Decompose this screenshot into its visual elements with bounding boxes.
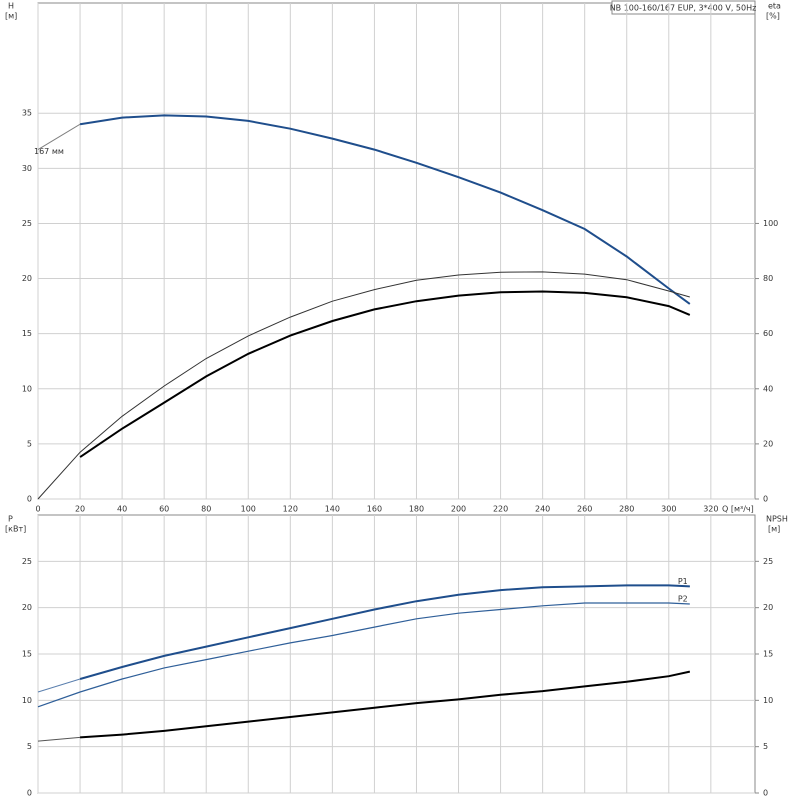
x-tick-label: 100 bbox=[241, 505, 256, 514]
y-axis-unit: [кВт] bbox=[5, 525, 26, 534]
y-tick-label: 0 bbox=[27, 789, 32, 798]
x-tick-label: 320 bbox=[703, 505, 718, 514]
y-tick-label: 30 bbox=[22, 164, 32, 173]
curve-label: P2 bbox=[678, 594, 688, 603]
curve-label: P1 bbox=[678, 577, 688, 586]
y-tick-label: 15 bbox=[22, 329, 32, 338]
y2-tick-label: 0 bbox=[763, 789, 768, 798]
y-tick-label: 5 bbox=[27, 439, 32, 448]
y-tick-label: 35 bbox=[22, 109, 32, 118]
x-tick-label: 20 bbox=[75, 505, 85, 514]
x-tick-label: 260 bbox=[577, 505, 592, 514]
x-tick-label: 140 bbox=[325, 505, 340, 514]
curve bbox=[37, 271, 690, 500]
y2-tick-label: 15 bbox=[763, 650, 773, 659]
y2-tick-label: 40 bbox=[763, 384, 773, 393]
y-axis-label: H bbox=[8, 2, 14, 11]
y-tick-label: 10 bbox=[22, 384, 32, 393]
curve bbox=[79, 584, 690, 680]
curve bbox=[37, 671, 690, 742]
y-tick-label: 25 bbox=[22, 219, 32, 228]
y-tick-label: 5 bbox=[27, 742, 32, 751]
title-box bbox=[611, 0, 756, 15]
curve bbox=[80, 670, 691, 739]
y-tick-label: 25 bbox=[22, 557, 32, 566]
y2-tick-label: 60 bbox=[763, 329, 773, 338]
y-axis-label: P bbox=[8, 515, 13, 524]
y2-axis-unit: [%] bbox=[766, 12, 780, 21]
y2-tick-label: 10 bbox=[763, 696, 773, 705]
x-tick-label: 160 bbox=[367, 505, 382, 514]
x-tick-label: 280 bbox=[619, 505, 634, 514]
x-tick-label: 200 bbox=[451, 505, 466, 514]
x-tick-label: 60 bbox=[159, 505, 169, 514]
curve bbox=[79, 290, 691, 458]
y2-tick-label: 20 bbox=[763, 439, 773, 448]
y2-tick-label: 100 bbox=[763, 219, 778, 228]
y-tick-label: 15 bbox=[22, 650, 32, 659]
x-tick-label: 220 bbox=[493, 505, 508, 514]
y-tick-label: 20 bbox=[22, 274, 32, 283]
y2-axis-label: NPSH bbox=[766, 515, 788, 524]
chart-title: NB 100-160/167 EUP, 3*400 V, 50Hz bbox=[610, 4, 757, 13]
x-tick-label: 300 bbox=[661, 505, 676, 514]
top-plot-frame bbox=[37, 2, 756, 500]
curve bbox=[37, 114, 691, 305]
x-tick-label: 40 bbox=[117, 505, 127, 514]
curve bbox=[37, 602, 690, 708]
curve bbox=[79, 114, 691, 305]
y2-tick-label: 25 bbox=[763, 557, 773, 566]
y2-tick-label: 5 bbox=[763, 742, 768, 751]
x-tick-label: 120 bbox=[283, 505, 298, 514]
y-axis-unit: [м] bbox=[5, 12, 17, 21]
x-tick-label: 80 bbox=[201, 505, 211, 514]
x-tick-label: 180 bbox=[409, 505, 424, 514]
y-tick-label: 0 bbox=[27, 495, 32, 504]
y2-tick-label: 20 bbox=[763, 603, 773, 612]
x-tick-label: 240 bbox=[535, 505, 550, 514]
x-tick-label: 0 bbox=[35, 505, 40, 514]
x-axis-label: Q [м³/ч] bbox=[722, 505, 754, 514]
y-tick-label: 10 bbox=[22, 696, 32, 705]
curve-label: 167 мм bbox=[34, 147, 64, 156]
y2-tick-label: 80 bbox=[763, 274, 773, 283]
y2-axis-label: eta bbox=[768, 2, 781, 11]
y-tick-label: 20 bbox=[22, 603, 32, 612]
y2-tick-label: 0 bbox=[763, 495, 768, 504]
y2-axis-unit: [м] bbox=[768, 525, 780, 534]
